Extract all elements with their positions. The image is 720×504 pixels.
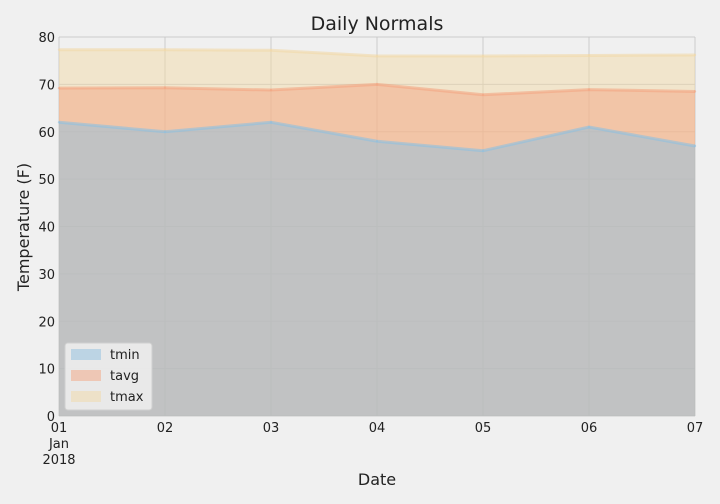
point-tmin (587, 125, 591, 129)
point-tmin (693, 144, 697, 148)
legend: tmin tavg tmax (64, 342, 153, 411)
y-tick-label: 80 (38, 31, 55, 46)
point-tavg (163, 86, 167, 89)
point-tavg (269, 88, 273, 92)
area-layer (57, 48, 697, 417)
point-tmin (481, 149, 485, 152)
y-tick-label: 50 (38, 173, 55, 188)
y-tick-label: 40 (38, 221, 55, 236)
point-tavg (587, 88, 591, 91)
legend-swatch-tmin (71, 349, 101, 360)
x-tick-sublabel: Jan (48, 437, 69, 452)
point-tmax (481, 54, 485, 58)
y-tick-label: 30 (38, 268, 55, 283)
y-axis-label: Temperature (F) (14, 163, 33, 292)
point-tmax (57, 48, 61, 51)
legend-label-tmin: tmin (110, 348, 140, 363)
area-tmin (59, 122, 695, 417)
x-axis-label: Date (358, 470, 396, 489)
x-tick-label: 05 (475, 421, 492, 436)
point-tmax (587, 54, 591, 57)
y-tick-label: 20 (38, 315, 55, 330)
x-tick-label: 07 (687, 421, 704, 436)
x-tick-label: 03 (263, 421, 280, 436)
point-tmax (269, 49, 273, 52)
point-tmax (693, 53, 697, 57)
legend-label-tmax: tmax (110, 390, 144, 405)
legend-swatch-tavg (71, 370, 101, 381)
point-tmin (375, 140, 379, 143)
chart-title: Daily Normals (311, 13, 444, 35)
y-tick-label: 70 (38, 78, 55, 93)
point-tmin (163, 130, 167, 133)
point-tmin (57, 121, 61, 124)
x-tick-label: 02 (157, 421, 174, 436)
y-tick-label: 60 (38, 126, 55, 141)
legend-swatch-tmax (71, 391, 101, 402)
point-tmax (375, 54, 379, 58)
point-tavg (693, 90, 697, 93)
point-tavg (375, 83, 379, 86)
x-tick-label: 06 (581, 421, 598, 436)
x-tick-label: 01 (51, 421, 68, 436)
point-tmax (163, 48, 167, 51)
y-tick-label: 10 (38, 363, 55, 378)
point-tmin (269, 121, 273, 124)
x-tick-sublabel: 2018 (42, 453, 75, 468)
x-tick-label: 04 (369, 421, 386, 436)
legend-label-tavg: tavg (110, 369, 139, 384)
y-tick-label: 0 (47, 410, 55, 425)
point-tavg (57, 86, 61, 90)
point-tavg (481, 93, 485, 96)
